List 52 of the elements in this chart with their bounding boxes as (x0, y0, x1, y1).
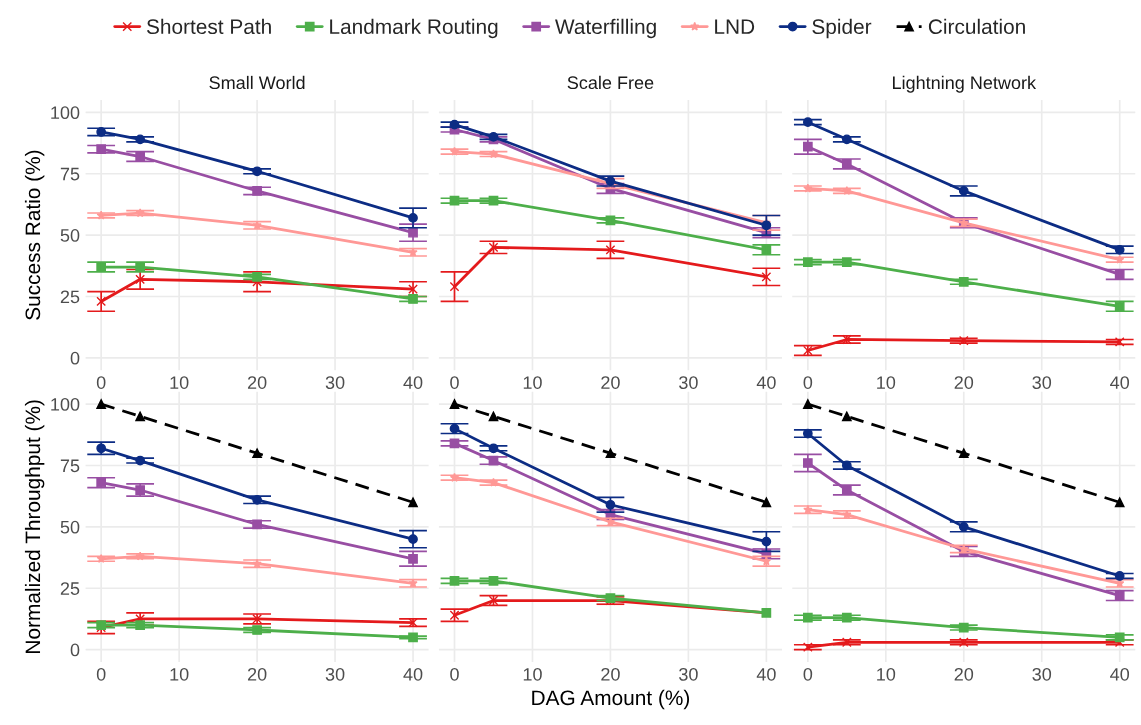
y-tick-label: 100 (51, 398, 80, 411)
x-tick-label: 40 (1110, 376, 1130, 389)
x-tick-label: 40 (756, 667, 776, 681)
legend-label: Spider (812, 18, 872, 39)
x-tick-label: 10 (170, 667, 189, 681)
x-tick-label: 20 (954, 376, 974, 389)
y-tick-label: 0 (70, 351, 80, 365)
y-tick-label: 25 (60, 582, 80, 595)
y-axis-title: Normalized Throughput (%) (24, 400, 45, 653)
x-tick-label: 40 (403, 667, 423, 681)
x-tick-label: 10 (170, 376, 189, 389)
x-tick-label: 10 (877, 667, 896, 681)
chart-title: Small World (209, 75, 305, 90)
y-tick-label: 50 (60, 520, 80, 534)
x-tick-label: 0 (450, 667, 459, 681)
x-tick-label: 30 (679, 376, 698, 389)
y-tick-label: 0 (70, 643, 80, 657)
x-tick-label: 40 (756, 376, 776, 389)
legend-label: Shortest Path (146, 18, 271, 35)
x-tick-label: 10 (523, 376, 542, 389)
y-tick-label: 25 (60, 290, 80, 304)
x-tick-label: 40 (1110, 667, 1130, 681)
x-tick-label: 0 (96, 667, 106, 681)
y-tick-label: 75 (60, 167, 80, 181)
x-tick-label: 30 (679, 667, 698, 681)
x-tick-label: 0 (803, 667, 813, 681)
x-tick-label: 20 (954, 667, 974, 681)
x-tick-label: 0 (803, 376, 813, 389)
y-tick-label: 100 (51, 106, 80, 120)
legend-label: LND (715, 19, 755, 34)
x-tick-label: 30 (1032, 667, 1052, 681)
x-tick-label: 20 (601, 667, 620, 681)
x-tick-label: 20 (247, 376, 267, 389)
x-tick-label: 30 (325, 667, 345, 681)
x-tick-label: 30 (325, 376, 345, 389)
x-tick-label: 20 (601, 376, 620, 389)
x-tick-label: 20 (247, 667, 267, 681)
legend-label: Circulation (928, 18, 1025, 35)
x-tick-label: 0 (96, 376, 106, 389)
x-tick-label: 40 (403, 376, 423, 389)
chart-title: Lightning Network (893, 75, 1037, 93)
x-tick-label: 30 (1032, 376, 1052, 389)
y-tick-label: 50 (60, 229, 80, 242)
legend-label: Landmark Routing (330, 18, 498, 39)
y-axis-title: Success Ratio (%) (24, 150, 45, 320)
x-tick-label: 0 (450, 376, 459, 389)
chart-title: Scale Free (567, 75, 654, 90)
legend-label: Waterfilling (555, 18, 656, 39)
x-tick-label: 10 (877, 376, 896, 389)
x-axis-title: DAG Amount (%) (532, 689, 690, 710)
x-tick-label: 10 (523, 667, 542, 681)
y-tick-label: 75 (60, 459, 80, 473)
